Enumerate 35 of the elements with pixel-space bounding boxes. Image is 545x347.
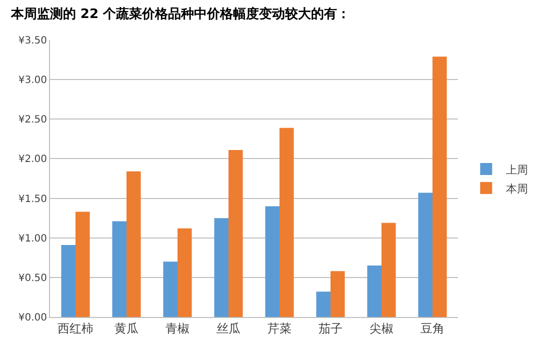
bar: [214, 218, 228, 317]
bar: [280, 128, 294, 317]
x-tick-label: 芹菜: [268, 321, 292, 336]
bar: [178, 228, 192, 317]
bar: [61, 244, 76, 317]
x-tick-label: 茄子: [318, 321, 342, 336]
x-tick-label: 丝瓜: [216, 321, 240, 336]
y-tick-label: ¥2.00: [18, 154, 47, 166]
bar: [330, 271, 345, 317]
x-tick-label: 西红柿: [58, 321, 94, 336]
bar: [112, 221, 126, 317]
y-tick-label: ¥1.50: [18, 194, 47, 205]
bar: [367, 266, 382, 317]
x-tick-label: 黄瓜: [114, 321, 138, 336]
bar: [228, 150, 243, 317]
x-tick-label: 豆角: [420, 321, 444, 336]
chart-title: 本周监测的 22 个蔬菜价格品种中价格幅度变动较大的有：: [10, 6, 350, 22]
y-tick-label: ¥2.50: [18, 114, 47, 126]
legend-label: 本周: [506, 182, 528, 196]
y-tick-label: ¥3.50: [18, 36, 47, 46]
y-tick-label: ¥0.00: [18, 312, 47, 324]
bar: [432, 56, 447, 317]
x-tick-label: 青椒: [166, 321, 190, 336]
bar: [382, 222, 396, 317]
legend-label: 上周: [506, 163, 528, 176]
y-tick-label: ¥3.00: [18, 75, 47, 86]
x-tick-label: 尖椒: [370, 321, 394, 336]
bar: [418, 192, 432, 317]
y-tick-label: ¥1.00: [18, 233, 47, 244]
y-tick-label: ¥0.50: [18, 272, 47, 284]
bar: [265, 206, 280, 317]
bar: [316, 292, 330, 317]
bar: [126, 171, 141, 317]
bar: [163, 262, 178, 317]
bar: [76, 212, 90, 317]
